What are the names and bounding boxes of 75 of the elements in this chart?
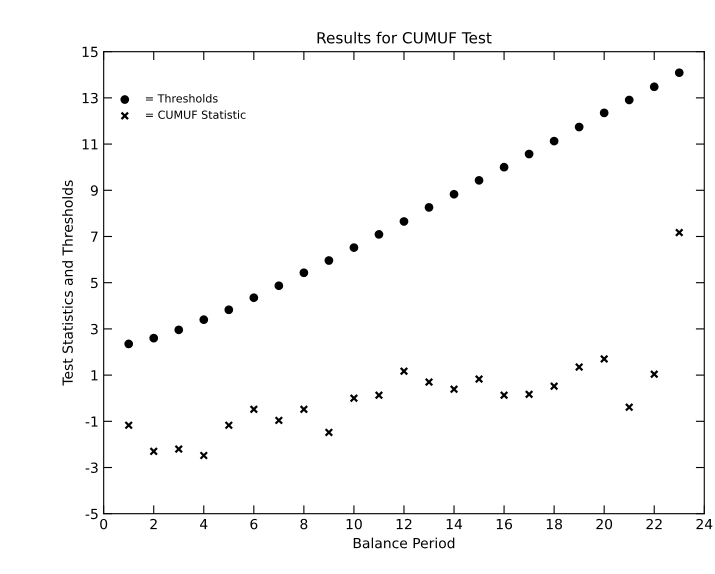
point	[324, 256, 334, 265]
point	[124, 340, 134, 348]
point	[300, 268, 308, 278]
x-tick-label: 6	[250, 518, 258, 530]
y-tick-label: -5	[86, 508, 98, 520]
point	[624, 402, 634, 412]
point	[400, 217, 408, 226]
x-tick-label: 18	[546, 518, 562, 530]
point	[450, 384, 458, 394]
point	[650, 82, 659, 92]
legend-label: = CUMUF Statistic	[146, 110, 246, 119]
point	[199, 315, 208, 324]
point	[674, 68, 684, 78]
y-tick-label: 3	[91, 324, 98, 334]
x-tick-label: 10	[346, 518, 362, 530]
point	[450, 190, 458, 199]
y-tick-label: -1	[86, 416, 98, 427]
point	[574, 122, 584, 132]
point	[249, 404, 258, 414]
point	[224, 420, 234, 430]
y-tick-label: 13	[82, 92, 98, 104]
chart-title: Results for CUMUF Test	[318, 32, 492, 44]
y-tick-label: 11	[82, 139, 98, 150]
point	[199, 451, 208, 460]
point	[500, 162, 508, 172]
x-tick-label: 14	[446, 519, 462, 530]
point	[324, 428, 334, 437]
point	[624, 96, 634, 104]
x-tick-label: 4	[200, 519, 208, 530]
x-tick-label: 22	[646, 518, 662, 530]
point	[174, 325, 184, 334]
x-tick-label: 8	[300, 518, 308, 530]
point	[224, 305, 234, 314]
point	[524, 150, 534, 158]
point	[374, 230, 384, 239]
point	[424, 378, 434, 386]
point	[500, 390, 508, 400]
point	[424, 203, 434, 212]
x-tick-label: 2	[150, 518, 157, 530]
x-tick-label: 24	[696, 518, 712, 530]
point	[400, 366, 408, 376]
x-tick-label: 0	[100, 518, 108, 530]
point	[600, 354, 609, 364]
x-tick-label: 16	[496, 518, 512, 530]
point	[374, 390, 384, 400]
x-tick-label: 20	[596, 518, 612, 530]
point	[149, 446, 158, 456]
point	[550, 136, 558, 146]
point	[350, 243, 358, 252]
x-axis-title: Balance Period	[354, 538, 454, 548]
point	[474, 374, 484, 384]
point	[249, 293, 258, 302]
point	[124, 420, 134, 430]
legend-label: = Thresholds	[146, 94, 218, 103]
y-tick-label: 1	[92, 370, 98, 380]
point	[574, 362, 584, 372]
point	[600, 108, 609, 118]
point	[274, 281, 284, 290]
y-tick-label: 9	[90, 185, 98, 196]
point	[550, 382, 558, 391]
y-tick-label: 15	[82, 46, 98, 58]
point	[524, 390, 534, 399]
point	[674, 228, 684, 237]
point	[274, 416, 284, 425]
y-tick-label: 5	[91, 278, 98, 288]
y-tick-label: -3	[86, 462, 98, 473]
x-tick-label: 12	[396, 518, 412, 530]
y-tick-label: 7	[91, 232, 98, 242]
point	[474, 176, 484, 185]
point	[350, 394, 358, 403]
point	[149, 334, 158, 343]
point	[300, 404, 308, 414]
point	[174, 444, 184, 454]
y-axis-title: Test Statistics and Thresholds	[62, 180, 73, 386]
point	[650, 370, 659, 379]
